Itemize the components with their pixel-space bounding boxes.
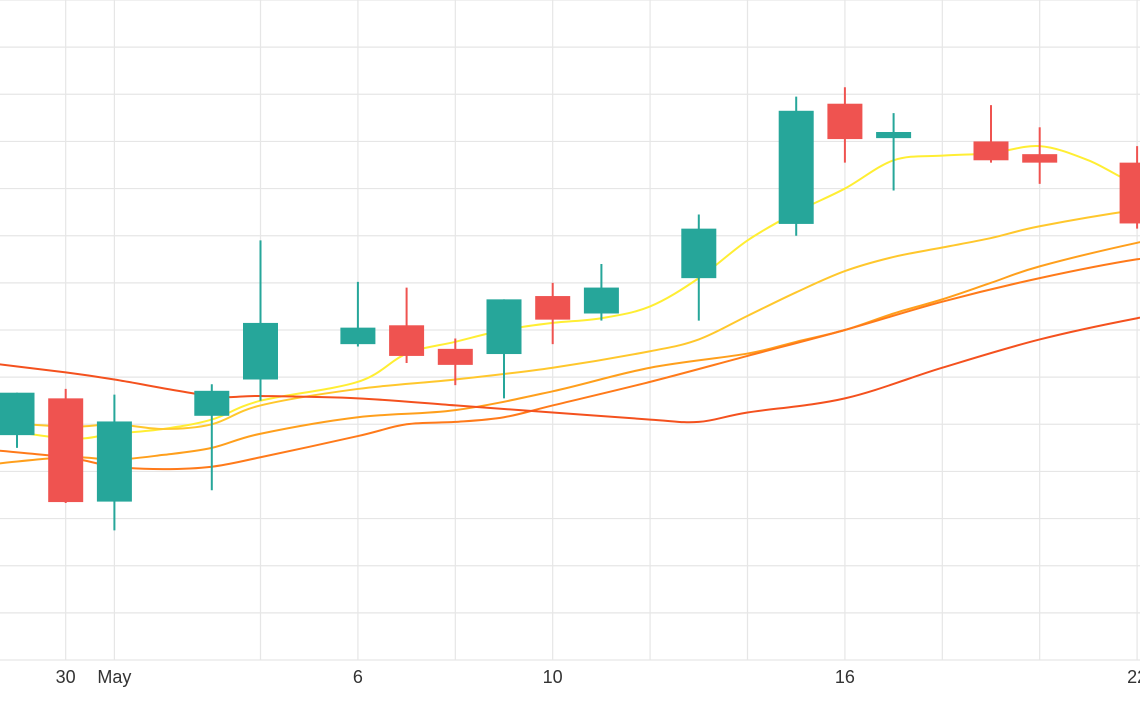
x-tick-label: 10 [543, 667, 563, 687]
x-tick-label: 30 [56, 667, 76, 687]
candle [243, 240, 278, 401]
candle-body [1119, 162, 1140, 224]
moving-average-line-4 [0, 257, 1140, 471]
x-axis-tick-labels: 30May610162228 [56, 667, 1140, 687]
candle-body [389, 325, 425, 356]
moving-average-line-1 [0, 145, 1140, 440]
candle [437, 338, 473, 386]
candle-body [486, 299, 522, 355]
candle [876, 113, 912, 191]
candle [340, 281, 376, 347]
candle-body [535, 296, 571, 320]
candle-body [340, 327, 376, 345]
candle [486, 299, 522, 399]
x-tick-label: 6 [353, 667, 363, 687]
candle-body [194, 390, 230, 416]
candle [778, 96, 814, 236]
candle-body [96, 421, 132, 502]
x-tick-label: 16 [835, 667, 855, 687]
candle-body [973, 141, 1009, 161]
candle-body [583, 287, 619, 314]
candle [1119, 146, 1140, 229]
candle [535, 282, 571, 345]
candle-body [681, 228, 717, 279]
candle [827, 87, 863, 163]
candle [96, 394, 132, 531]
candle-body [778, 110, 814, 224]
candle [973, 105, 1009, 163]
candle-body [1022, 154, 1058, 163]
x-tick-label: May [97, 667, 131, 687]
candles [0, 87, 1140, 531]
candle [194, 384, 230, 491]
horizontal-gridlines [0, 0, 1140, 661]
candle [48, 388, 84, 504]
moving-average-line-3 [0, 241, 1140, 465]
candle [389, 287, 425, 363]
candle [681, 214, 717, 321]
candle-body [437, 348, 473, 365]
candle [583, 264, 619, 321]
candle-body [827, 103, 863, 140]
candle [0, 392, 35, 448]
candle-body [876, 132, 912, 139]
candle-body [48, 398, 84, 503]
x-tick-label: 22 [1127, 667, 1140, 687]
candle-body [243, 322, 278, 380]
candle [1022, 127, 1058, 184]
candle-body [0, 392, 35, 436]
